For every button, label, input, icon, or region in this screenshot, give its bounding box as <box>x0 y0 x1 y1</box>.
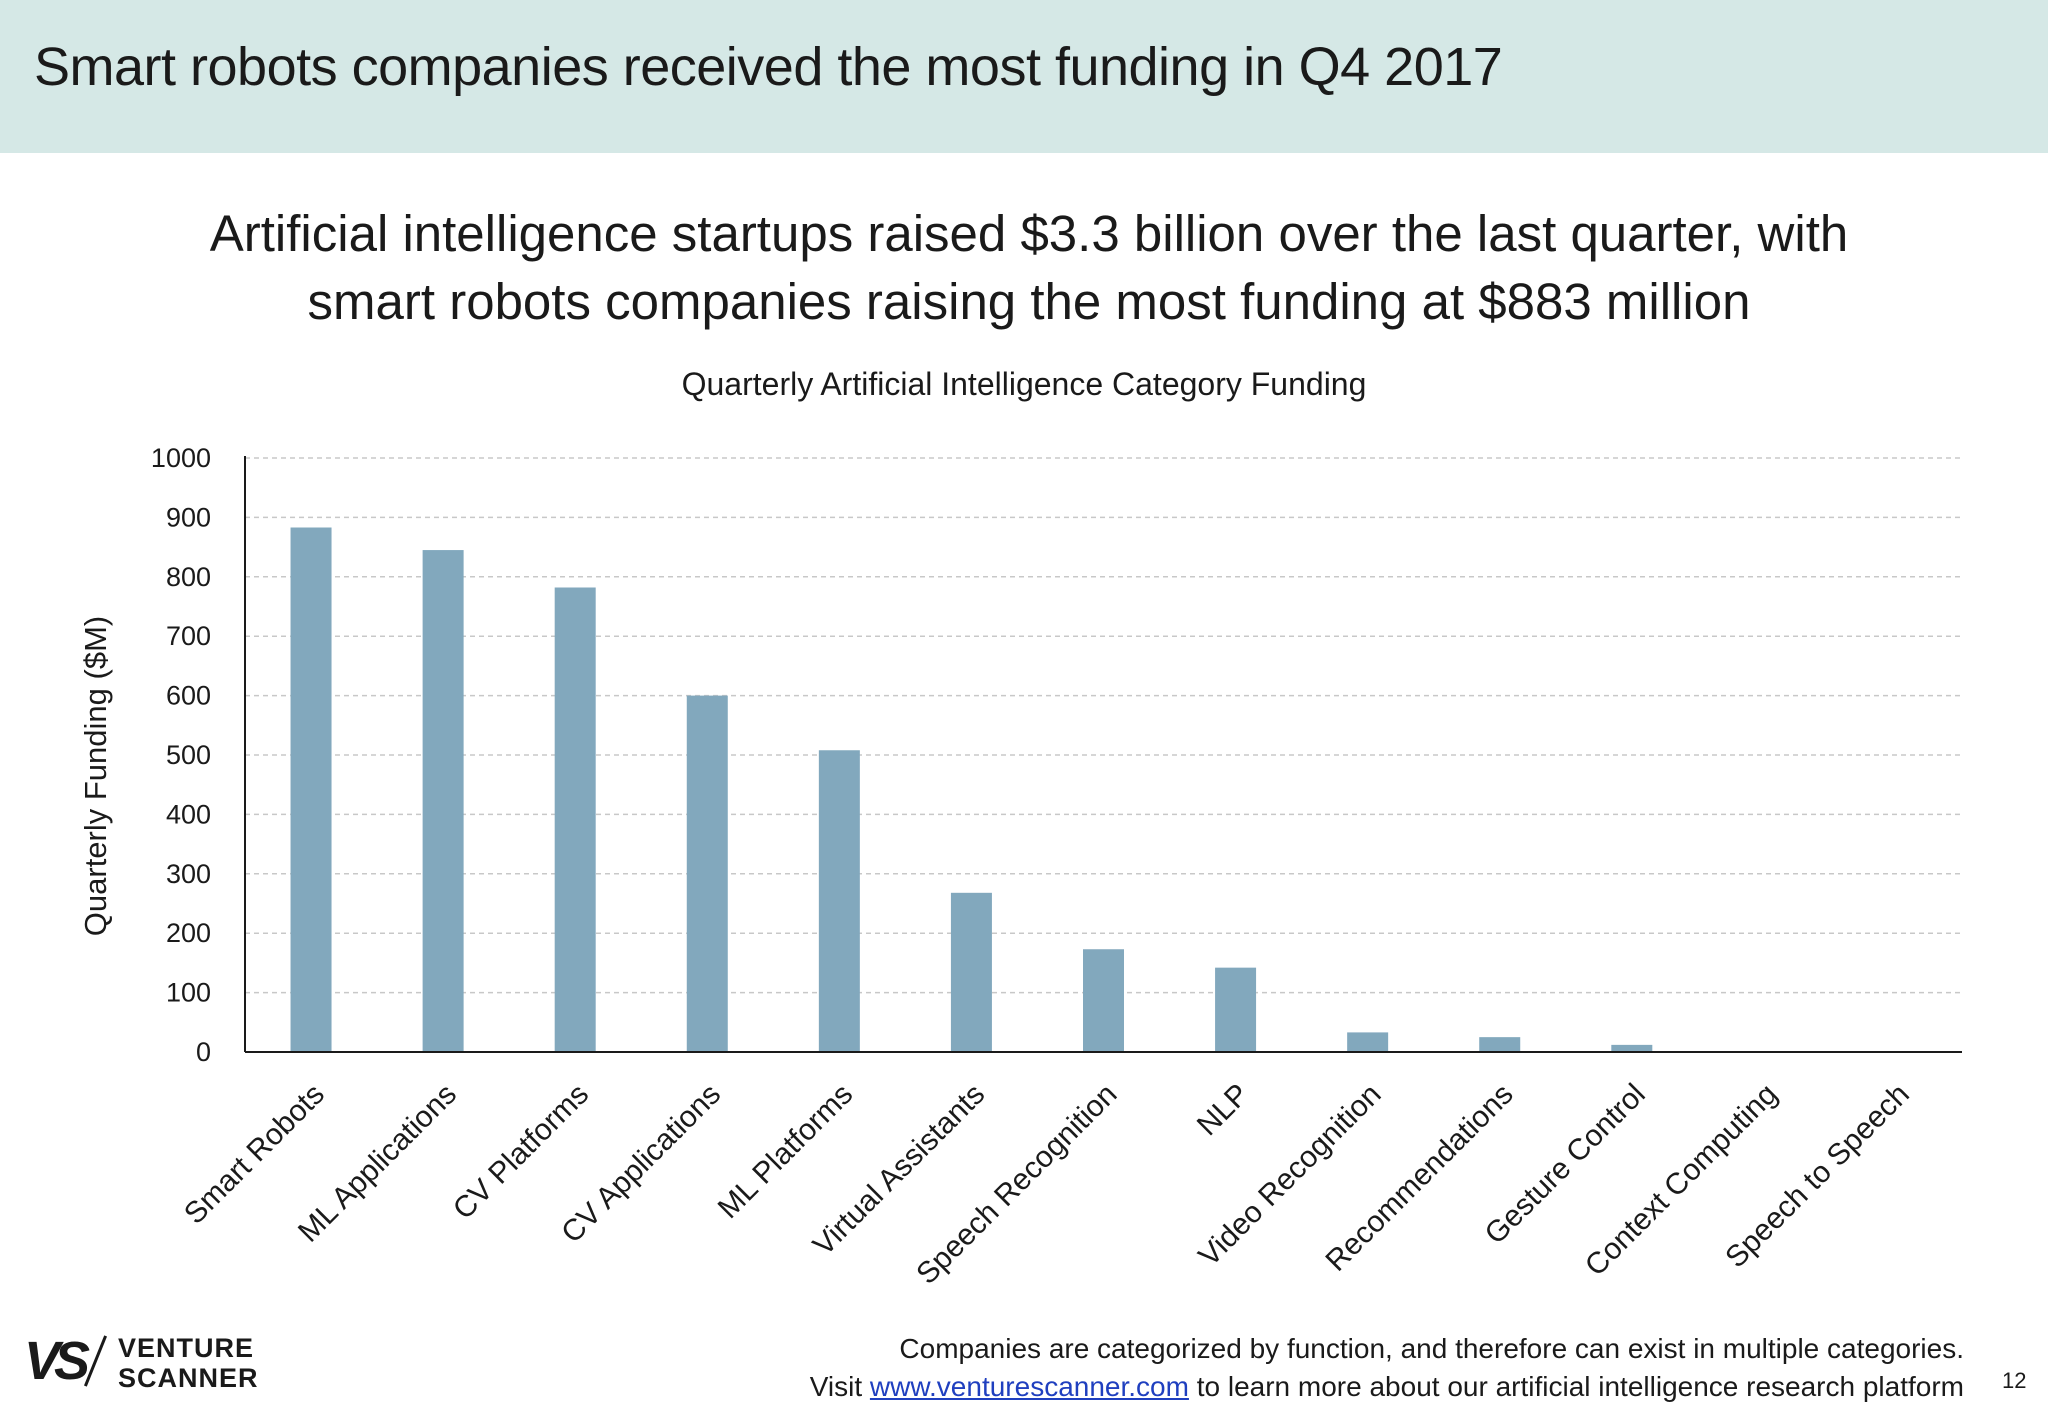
y-tick-label: 200 <box>166 918 211 948</box>
venture-scanner-logo: VS VENTURE SCANNER <box>24 1330 264 1393</box>
bar-chart: 0 100 200 300 400 500 600 700 800 900 1000 Smart R… <box>151 443 1962 1291</box>
x-category-label: NLP <box>1191 1078 1256 1143</box>
footer-visit-text: Visit <box>809 1371 870 1402</box>
bars <box>290 527 1653 1052</box>
bar <box>422 550 464 1052</box>
bar <box>686 695 728 1052</box>
headline-line-1: Artificial intelligence startups raised … <box>209 205 1849 262</box>
bar <box>1479 1037 1521 1052</box>
page-title: Smart robots companies received the most… <box>34 37 1503 97</box>
headline-line-2: smart robots companies raising the most … <box>307 273 1751 330</box>
header-band: Smart robots companies received the most… <box>0 0 2048 153</box>
bar <box>1215 967 1257 1052</box>
axes <box>244 456 1962 1053</box>
logo-line-2: SCANNER <box>118 1363 259 1393</box>
logo-mark: VS <box>24 1331 90 1391</box>
x-category-label: Smart Robots <box>178 1078 331 1231</box>
gridlines <box>245 457 1962 994</box>
y-tick-label: 500 <box>166 740 211 770</box>
x-category-label: ML Platforms <box>712 1078 859 1225</box>
y-tick-label: 600 <box>166 681 211 711</box>
y-tick-label: 100 <box>166 978 211 1008</box>
bar <box>818 750 860 1052</box>
bar <box>1347 1032 1389 1052</box>
bar <box>1611 1044 1653 1052</box>
y-tick-label: 400 <box>166 799 211 829</box>
bar <box>1083 949 1124 1052</box>
y-tick-label: 300 <box>166 859 211 889</box>
y-tick-label: 700 <box>166 621 211 651</box>
footer-line-2: Visit www.venturescanner.com to learn mo… <box>810 1368 1964 1406</box>
y-tick-labels: 0 100 200 300 400 500 600 700 800 900 1000 <box>151 443 211 1067</box>
y-tick-label: 800 <box>166 562 211 592</box>
logo-wordmark: VENTURE SCANNER <box>118 1333 259 1393</box>
headline: Artificial intelligence startups raised … <box>174 200 1884 336</box>
x-category-label: CV Platforms <box>447 1078 595 1226</box>
chart-title: Quarterly Artificial Intelligence Catego… <box>681 366 1367 402</box>
logo-line-1: VENTURE <box>118 1333 255 1363</box>
logo-slash <box>83 1335 108 1387</box>
bar <box>554 587 596 1052</box>
y-tick-label: 900 <box>166 502 211 532</box>
y-tick-label: 0 <box>196 1037 211 1067</box>
footer-note: Companies are categorized by function, a… <box>810 1330 1964 1406</box>
y-tick-label: 1000 <box>151 443 211 473</box>
venturescanner-link[interactable]: www.venturescanner.com <box>869 1371 1189 1402</box>
page-number: 12 <box>2002 1368 2027 1393</box>
bar <box>950 892 992 1052</box>
footer-suffix-text: to learn more about our artificial intel… <box>1188 1371 1964 1402</box>
footer-line-1: Companies are categorized by function, a… <box>899 1333 1964 1364</box>
bar <box>290 527 332 1052</box>
